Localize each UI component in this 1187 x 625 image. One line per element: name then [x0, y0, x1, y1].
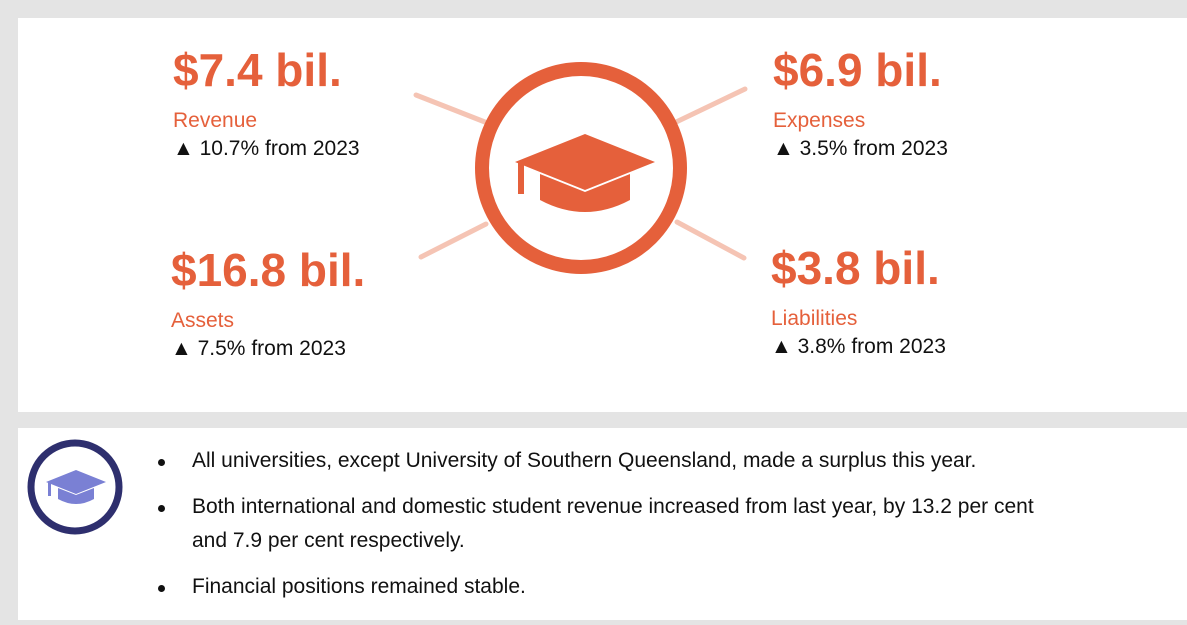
metric-change: ▲ 3.8% from 2023: [771, 335, 946, 358]
metric-value: $7.4 bil.: [173, 44, 342, 96]
connector-lines: [413, 86, 748, 261]
bullet-list: All universities, except University of S…: [158, 444, 1118, 616]
cap-icon: [515, 134, 655, 212]
metric-change: ▲ 10.7% from 2023: [173, 137, 360, 160]
metric-label: Expenses: [773, 109, 866, 132]
metric: $16.8 bil. Assets ▲ 7.5% from 2023: [171, 244, 365, 364]
metric-value: $16.8 bil.: [171, 244, 366, 296]
bullet: Both international and domestic student …: [158, 490, 1062, 558]
metric: $3.8 bil. Liabilities ▲ 3.8% from 2023: [771, 242, 946, 362]
metric-label: Liabilities: [771, 307, 858, 330]
bullet: Financial positions remained stable.: [158, 570, 1118, 604]
metric: $6.9 bil. Expenses ▲ 3.5% from 2023: [773, 44, 948, 164]
metric: $7.4 bil. Revenue ▲ 10.7% from 2023: [173, 44, 360, 164]
notes-panel: [18, 428, 1187, 620]
notes-cap-icon: [46, 470, 106, 504]
metric-value: $6.9 bil.: [773, 44, 942, 96]
metric-label: Assets: [171, 309, 235, 332]
bullet: All universities, except University of S…: [158, 444, 1118, 478]
metric-label: Revenue: [173, 109, 258, 132]
metric-change: ▲ 7.5% from 2023: [171, 337, 346, 360]
metric-change: ▲ 3.5% from 2023: [773, 137, 948, 160]
metric-value: $3.8 bil.: [771, 242, 940, 294]
